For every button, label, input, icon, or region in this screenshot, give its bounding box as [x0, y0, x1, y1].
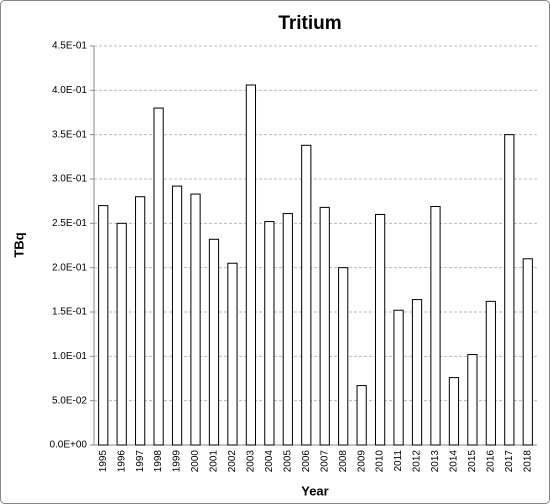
x-tick-label: 2003 — [246, 450, 257, 473]
bar — [411, 299, 423, 446]
bar — [504, 134, 515, 446]
bar — [171, 185, 183, 446]
x-tick-label: 2002 — [227, 450, 238, 473]
x-tick-label: 2015 — [467, 450, 478, 473]
x-tick-label: 2004 — [264, 450, 275, 473]
bar — [245, 84, 257, 446]
bar — [356, 385, 367, 446]
bar — [282, 213, 293, 446]
bar — [227, 262, 238, 446]
bar — [264, 221, 275, 446]
bar — [430, 205, 441, 446]
x-tick-label: 2007 — [319, 450, 330, 473]
y-tick-label: 5.0E-02 — [52, 395, 87, 406]
bar — [374, 213, 386, 446]
bar — [135, 196, 146, 446]
bar — [393, 309, 404, 446]
x-tick-label: 2000 — [190, 450, 201, 473]
bar — [153, 107, 164, 446]
chart-title: Tritium — [278, 13, 341, 34]
x-tick-label: 1997 — [135, 450, 146, 473]
bar — [467, 354, 478, 446]
y-axis-label: TBq — [11, 232, 26, 257]
bar — [338, 267, 349, 446]
y-tick-label: 2.5E-01 — [52, 218, 87, 229]
bar — [190, 193, 201, 446]
y-tick-label: 1.5E-01 — [52, 307, 87, 318]
x-tick-label: 2012 — [412, 450, 423, 473]
x-tick-label: 2005 — [282, 450, 293, 473]
bar — [208, 238, 220, 446]
x-tick-label: 2013 — [430, 450, 441, 473]
x-tick-label: 2001 — [209, 450, 220, 473]
x-axis-label: Year — [301, 483, 328, 498]
x-tick-label: 2014 — [449, 450, 460, 473]
bar — [116, 222, 127, 446]
x-tick-label: 1995 — [98, 450, 109, 473]
x-tick-label: 2008 — [338, 450, 349, 473]
x-tick-label: 2006 — [301, 450, 312, 473]
bar — [301, 144, 312, 446]
y-tick-label: 4.5E-01 — [52, 41, 87, 52]
y-tick-label: 4.0E-01 — [52, 85, 87, 96]
y-tick-label: 3.0E-01 — [52, 174, 87, 185]
bar — [522, 258, 533, 446]
y-tick-label: 0.0E+00 — [49, 440, 87, 451]
x-tick-label: 1998 — [153, 450, 164, 473]
y-tick-label: 2.0E-01 — [52, 262, 87, 273]
x-tick-label: 2016 — [485, 450, 496, 473]
x-tick-label: 1996 — [116, 450, 127, 473]
y-tick-label: 3.5E-01 — [52, 129, 87, 140]
bar — [319, 206, 330, 446]
x-tick-label: 2011 — [393, 450, 404, 472]
x-tick-label: 2018 — [522, 450, 533, 473]
y-tick-label: 1.0E-01 — [52, 351, 87, 362]
bar — [485, 300, 496, 446]
x-tick-label: 1999 — [172, 450, 183, 473]
x-tick-label: 2017 — [504, 450, 515, 473]
bar — [448, 377, 460, 446]
x-tick-label: 2010 — [375, 450, 386, 473]
bar — [98, 205, 109, 446]
x-tick-label: 2009 — [356, 450, 367, 473]
